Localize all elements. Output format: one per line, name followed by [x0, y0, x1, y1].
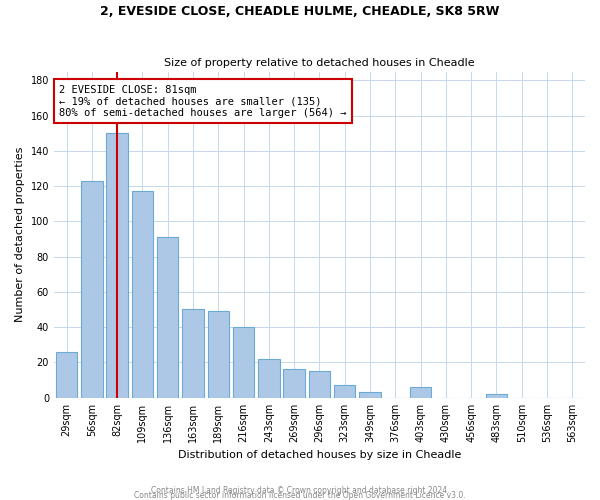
- Bar: [106, 133, 128, 398]
- Bar: [56, 352, 77, 398]
- Text: 2, EVESIDE CLOSE, CHEADLE HULME, CHEADLE, SK8 5RW: 2, EVESIDE CLOSE, CHEADLE HULME, CHEADLE…: [100, 5, 500, 18]
- Text: Contains HM Land Registry data © Crown copyright and database right 2024.: Contains HM Land Registry data © Crown c…: [151, 486, 449, 495]
- Bar: [131, 192, 153, 398]
- Bar: [233, 327, 254, 398]
- Title: Size of property relative to detached houses in Cheadle: Size of property relative to detached ho…: [164, 58, 475, 68]
- Bar: [334, 385, 355, 398]
- Bar: [359, 392, 381, 398]
- Bar: [81, 181, 103, 398]
- Text: Contains public sector information licensed under the Open Government Licence v3: Contains public sector information licen…: [134, 491, 466, 500]
- Bar: [208, 311, 229, 398]
- Bar: [309, 371, 330, 398]
- Bar: [410, 387, 431, 398]
- Text: 2 EVESIDE CLOSE: 81sqm
← 19% of detached houses are smaller (135)
80% of semi-de: 2 EVESIDE CLOSE: 81sqm ← 19% of detached…: [59, 84, 347, 118]
- Bar: [157, 237, 178, 398]
- Bar: [283, 370, 305, 398]
- Bar: [258, 359, 280, 398]
- Y-axis label: Number of detached properties: Number of detached properties: [15, 147, 25, 322]
- Bar: [486, 394, 507, 398]
- Bar: [182, 310, 204, 398]
- X-axis label: Distribution of detached houses by size in Cheadle: Distribution of detached houses by size …: [178, 450, 461, 460]
